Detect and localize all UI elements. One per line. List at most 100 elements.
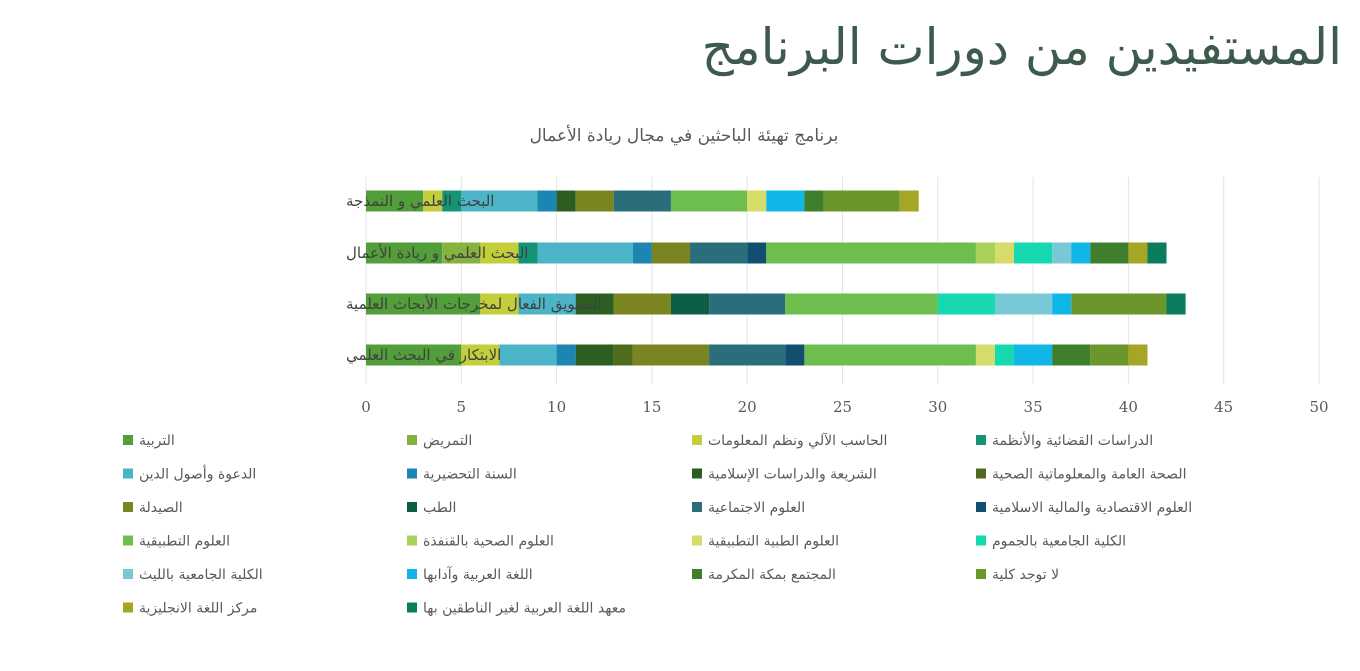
- bar-segment: [1052, 344, 1091, 366]
- bar-segment: [670, 293, 710, 315]
- bar-segment: [747, 190, 767, 212]
- bar-segment: [480, 242, 519, 264]
- legend-label: الدراسات القضائية والأنظمة: [992, 431, 1153, 449]
- bar-segment: [785, 344, 805, 366]
- legend-label: العلوم الصحية بالقنفذة: [423, 534, 554, 550]
- bar-segment: [709, 344, 786, 366]
- chart-title: برنامج تهيئة الباحثين في مجال ريادة الأع…: [530, 125, 839, 146]
- bar-segment: [537, 242, 633, 264]
- bar-segment: [575, 190, 614, 212]
- bar-segment: [518, 242, 538, 264]
- legend-swatch: [123, 435, 133, 445]
- bar-segment: [556, 344, 576, 366]
- bar-segment: [613, 344, 633, 366]
- legend-label: مركز اللغة الانجليزية: [139, 601, 257, 617]
- legend-swatch: [976, 435, 986, 445]
- legend-swatch: [976, 468, 986, 479]
- bar-segment: [994, 344, 1015, 366]
- x-tick-label: 25: [833, 398, 852, 416]
- x-tick-label: 30: [928, 398, 947, 416]
- bar-segment: [518, 293, 576, 315]
- legend-swatch: [692, 435, 702, 445]
- bar-segment: [1052, 293, 1072, 315]
- bar-segment: [1071, 242, 1091, 264]
- legend-label: العلوم الطبية التطبيقية: [708, 534, 839, 550]
- bar-segment: [1014, 344, 1053, 366]
- legend-swatch: [407, 435, 417, 445]
- x-tick-label: 35: [1024, 398, 1043, 416]
- x-tick-label: 0: [361, 398, 371, 416]
- legend-label: التربية: [139, 433, 175, 449]
- bar-segment: [632, 344, 710, 366]
- x-tick-label: 50: [1309, 398, 1328, 416]
- legend-swatch: [123, 468, 133, 479]
- bar-segment: [613, 190, 671, 212]
- x-tick-label: 45: [1214, 398, 1233, 416]
- bar-segment: [994, 293, 1053, 315]
- legend-label: معهد اللغة العربية لغير الناطقين بها: [423, 601, 626, 617]
- x-tick-label: 20: [738, 398, 757, 416]
- legend-swatch: [407, 468, 417, 479]
- legend-swatch: [692, 502, 702, 512]
- bar-segment: [575, 344, 614, 366]
- bar-segment: [613, 293, 671, 315]
- legend-swatch: [976, 569, 986, 579]
- bar-segment: [366, 242, 443, 264]
- bar-segment: [1090, 344, 1129, 366]
- legend-swatch: [692, 468, 702, 479]
- bar-segment: [1052, 242, 1072, 264]
- legend-swatch: [692, 569, 702, 579]
- legend-label: المجتمع بمكة المكرمة: [708, 567, 836, 583]
- legend-label: الطب: [423, 500, 456, 516]
- legend-label: الكلية الجامعية بالجموم: [992, 534, 1126, 550]
- category-label: الابتكار في البحث العلمي: [346, 346, 501, 365]
- page-title: المستفيدين من دورات البرنامج: [701, 18, 1342, 76]
- bar-segment: [709, 293, 786, 315]
- bar-segment: [1128, 344, 1148, 366]
- legend-swatch: [692, 535, 702, 546]
- bar-segment: [366, 344, 462, 366]
- bar-segment: [899, 190, 919, 212]
- bar-segment: [461, 344, 500, 366]
- legend-swatch: [123, 569, 133, 579]
- bar-segment: [975, 344, 995, 366]
- bar-segment: [975, 242, 995, 264]
- bar-segment: [747, 242, 767, 264]
- bars: [366, 190, 1186, 366]
- bar-segment: [651, 242, 691, 264]
- bar-segment: [537, 190, 557, 212]
- legend-label: السنة التحضيرية: [423, 467, 517, 483]
- legend-label: الشريعة والدراسات الإسلامية: [708, 467, 877, 483]
- legend-swatch: [976, 535, 986, 546]
- bar-segment: [632, 242, 652, 264]
- axis: 0 5 10 15 20 25 30 35 40 45 50 البحث العلمي و النمذ…: [346, 192, 1329, 416]
- bar-segment: [423, 190, 443, 212]
- legend-label: اللغة العربية وآدابها: [423, 566, 533, 583]
- bar-segment: [366, 190, 424, 212]
- legend: التربية التمريض الحاسب الآلي ونظم المعلوما…: [123, 431, 1192, 617]
- bar-segment: [937, 293, 995, 315]
- bar-segment: [442, 190, 462, 212]
- bar-segment: [442, 242, 481, 264]
- bar-segment: [804, 344, 976, 366]
- legend-swatch: [407, 602, 417, 613]
- legend-label: الحاسب الآلي ونظم المعلومات: [708, 433, 887, 449]
- bar-segment: [690, 242, 748, 264]
- bar-segment: [823, 190, 900, 212]
- bar-segment: [766, 190, 805, 212]
- bar-segment: [994, 242, 1015, 264]
- category-label: البحث العلمي و ريادة الأعمال: [346, 243, 528, 263]
- bar-segment: [785, 293, 938, 315]
- x-tick-label: 40: [1119, 398, 1138, 416]
- legend-label: الدعوة وأصول الدين: [139, 465, 256, 483]
- legend-swatch: [407, 569, 417, 579]
- bar-segment: [1128, 242, 1148, 264]
- bar-segment: [1014, 242, 1053, 264]
- legend-swatch: [407, 502, 417, 512]
- bar-segment: [1166, 293, 1186, 315]
- legend-label: الصيدلة: [139, 500, 183, 516]
- bar-segment: [1147, 242, 1167, 264]
- bar-segment: [461, 190, 538, 212]
- x-tick-label: 15: [642, 398, 661, 416]
